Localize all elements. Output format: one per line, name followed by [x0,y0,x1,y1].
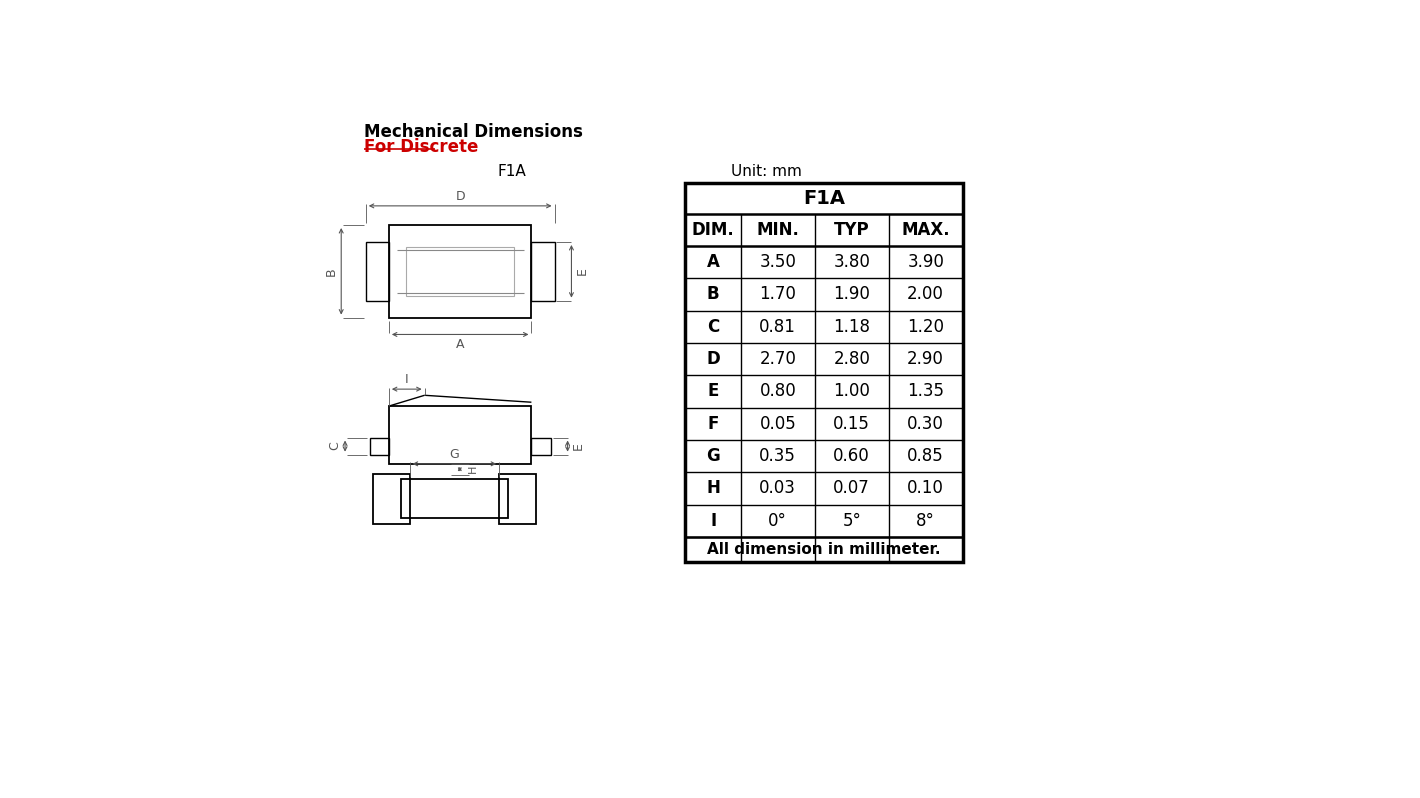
Text: 3.80: 3.80 [834,253,870,271]
Bar [531,242,554,301]
Text: 0.35: 0.35 [760,447,797,465]
Text: 0.03: 0.03 [760,480,797,497]
Text: E: E [575,267,588,275]
Text: 0.10: 0.10 [907,480,944,497]
Text: 3.50: 3.50 [760,253,797,271]
Text: A: A [707,253,720,271]
Text: G: G [450,448,459,460]
Bar [366,242,389,301]
Text: DIM.: DIM. [692,221,734,239]
Text: H: H [706,480,720,497]
Text: 1.90: 1.90 [834,286,870,303]
Text: 8°: 8° [916,512,936,530]
Text: 0.80: 0.80 [760,382,797,401]
Bar [373,474,410,523]
Text: H: H [467,465,477,473]
Text: 0.07: 0.07 [834,480,870,497]
Text: C: C [707,318,720,336]
Text: 0.85: 0.85 [907,447,944,465]
Text: 0.81: 0.81 [760,318,797,336]
Text: E: E [707,382,719,401]
Text: 0.05: 0.05 [760,415,797,433]
Text: 1.70: 1.70 [760,286,797,303]
Text: D: D [706,350,720,368]
Text: 1.18: 1.18 [834,318,870,336]
Text: Unit: mm: Unit: mm [731,164,802,179]
Bar [389,225,531,318]
Text: TYP: TYP [834,221,869,239]
Text: 3.90: 3.90 [907,253,944,271]
Text: 0°: 0° [768,512,787,530]
Text: For Discrete: For Discrete [364,138,479,156]
Text: All dimension in millimeter.: All dimension in millimeter. [707,542,941,557]
Text: 1.00: 1.00 [834,382,870,401]
Text: 2.00: 2.00 [907,286,944,303]
Bar [531,437,551,455]
Text: I: I [405,373,409,386]
Text: B: B [707,286,720,303]
Text: 0.15: 0.15 [834,415,870,433]
Bar [369,437,389,455]
Bar [389,406,531,464]
Text: D: D [456,190,464,203]
Bar [686,183,963,562]
Text: F1A: F1A [802,188,845,207]
Text: I: I [710,512,716,530]
Text: E: E [571,442,585,450]
Text: 5°: 5° [842,512,861,530]
Text: Mechanical Dimensions: Mechanical Dimensions [364,124,582,141]
Text: 2.80: 2.80 [834,350,870,368]
Text: F1A: F1A [498,164,527,179]
Text: 2.70: 2.70 [760,350,797,368]
Text: 0.60: 0.60 [834,447,870,465]
Text: G: G [706,447,720,465]
Text: F: F [707,415,719,433]
Text: 1.20: 1.20 [907,318,944,336]
Text: MIN.: MIN. [757,221,799,239]
Bar [498,474,535,523]
Text: B: B [324,267,338,275]
Text: 0.30: 0.30 [907,415,944,433]
Text: 1.35: 1.35 [907,382,944,401]
Bar [406,247,514,296]
Text: 2.90: 2.90 [907,350,944,368]
Text: A: A [456,338,464,350]
Text: MAX.: MAX. [902,221,950,239]
Text: C: C [328,442,341,451]
Bar [400,480,508,518]
